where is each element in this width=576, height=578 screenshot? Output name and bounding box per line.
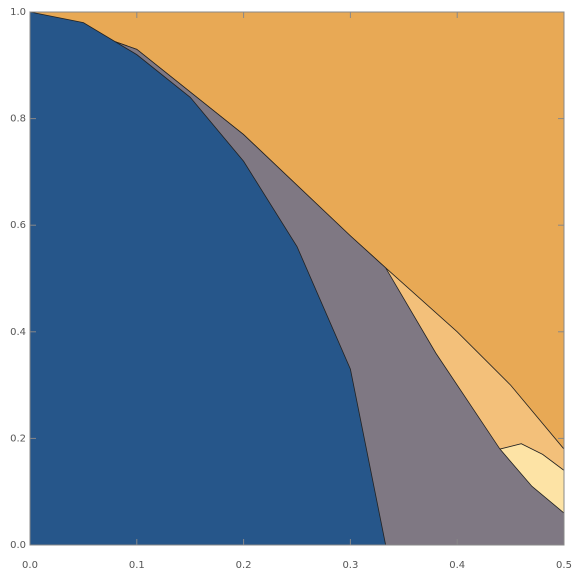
x-tick-label: 0.2 xyxy=(236,560,252,571)
x-tick-label: 0.5 xyxy=(556,560,572,571)
y-tick-label: 0.8 xyxy=(10,114,26,125)
frame xyxy=(29,11,565,546)
x-tick-label: 0.4 xyxy=(449,560,465,571)
x-tick-label: 0.0 xyxy=(22,560,38,571)
y-tick-label: 1.0 xyxy=(10,7,26,18)
y-tick-label: 0.4 xyxy=(10,327,26,338)
y-tick-label: 0.6 xyxy=(10,220,26,231)
y-tick-label: 0.2 xyxy=(10,433,26,444)
x-tick-label: 0.1 xyxy=(129,560,145,571)
y-tick-label: 0.0 xyxy=(10,540,26,551)
region xyxy=(29,11,387,546)
x-tick-label: 0.3 xyxy=(342,560,358,571)
